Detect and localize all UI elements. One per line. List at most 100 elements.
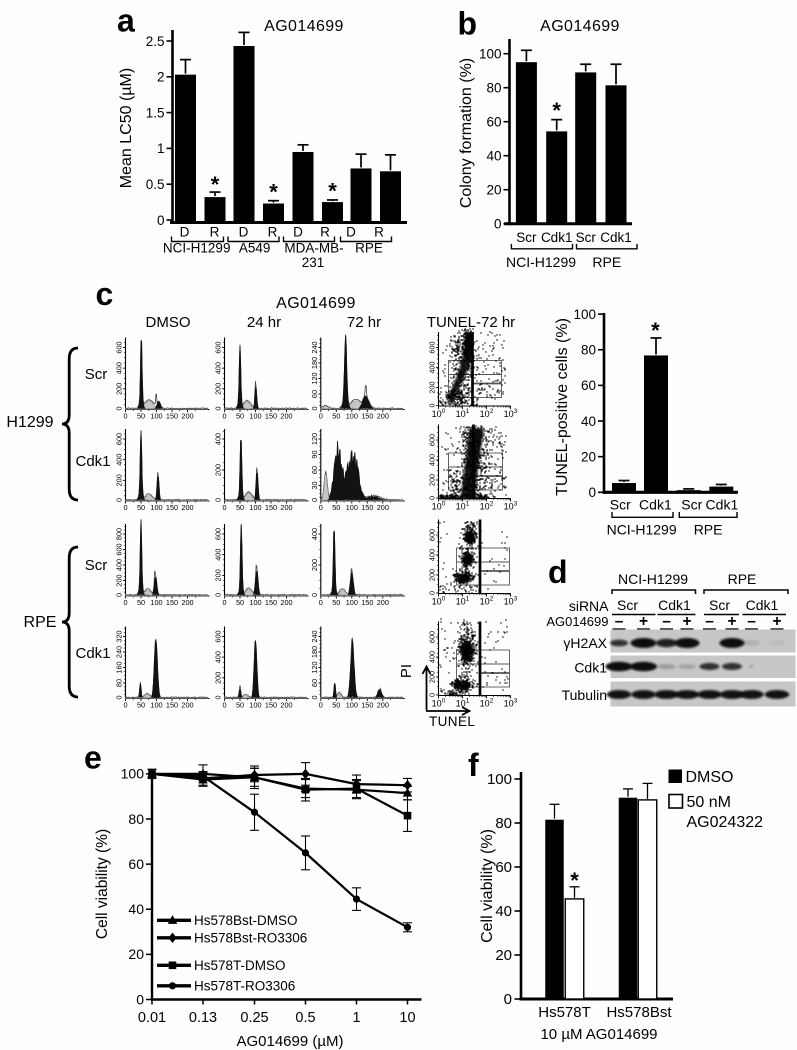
svg-text:60: 60 — [310, 390, 319, 398]
svg-text:100: 100 — [249, 701, 261, 710]
svg-text:–: – — [705, 613, 714, 630]
svg-text:50: 50 — [236, 598, 244, 607]
svg-text:50: 50 — [332, 412, 340, 421]
svg-text:RPE: RPE — [592, 254, 621, 270]
svg-text:100: 100 — [121, 766, 145, 782]
svg-text:400: 400 — [214, 651, 223, 663]
svg-text:200: 200 — [280, 412, 292, 421]
svg-text:*: * — [552, 98, 561, 123]
svg-text:*: * — [269, 180, 278, 205]
svg-text:400: 400 — [428, 454, 437, 466]
svg-text:102: 102 — [480, 408, 494, 419]
svg-text:Hs578Bst: Hs578Bst — [606, 1004, 672, 1021]
svg-text:150: 150 — [361, 503, 373, 512]
svg-text:Scr: Scr — [576, 230, 597, 245]
svg-text:AG024322: AG024322 — [687, 814, 764, 831]
svg-text:a: a — [117, 3, 135, 39]
svg-text:200: 200 — [115, 383, 124, 395]
svg-text:0.5: 0.5 — [295, 1010, 315, 1026]
svg-text:180: 180 — [310, 646, 319, 658]
svg-text:γH2AX: γH2AX — [563, 635, 607, 651]
svg-text:150: 150 — [166, 503, 178, 512]
svg-text:320: 320 — [115, 630, 124, 642]
svg-text:0: 0 — [115, 695, 124, 699]
svg-text:40: 40 — [486, 149, 501, 164]
svg-text:Hs578Bst-RO3306: Hs578Bst-RO3306 — [194, 931, 307, 946]
svg-text:160: 160 — [115, 661, 124, 673]
svg-text:0.13: 0.13 — [189, 1010, 217, 1026]
svg-text:NCI-H1299: NCI-H1299 — [618, 571, 688, 587]
svg-text:80: 80 — [128, 811, 144, 827]
svg-text:400: 400 — [428, 361, 437, 373]
svg-text:R: R — [268, 225, 278, 240]
svg-text:400: 400 — [115, 454, 124, 466]
svg-text:103: 103 — [504, 698, 518, 709]
svg-text:10: 10 — [399, 1010, 415, 1026]
svg-text:103: 103 — [504, 408, 518, 419]
svg-text:400: 400 — [428, 549, 437, 561]
svg-text:50: 50 — [236, 503, 244, 512]
svg-text:150: 150 — [166, 701, 178, 710]
svg-text:100: 100 — [573, 307, 596, 322]
svg-text:200: 200 — [214, 383, 223, 395]
svg-text:0: 0 — [123, 598, 127, 607]
svg-text:40: 40 — [128, 901, 144, 917]
svg-text:+: + — [727, 613, 736, 630]
svg-text:100: 100 — [487, 771, 512, 788]
svg-text:400: 400 — [115, 362, 124, 374]
svg-text:0: 0 — [428, 496, 437, 500]
svg-text:Cdk1: Cdk1 — [600, 230, 632, 245]
svg-text:600: 600 — [115, 433, 124, 445]
svg-text:Cdk1: Cdk1 — [746, 597, 779, 613]
svg-text:240: 240 — [115, 646, 124, 658]
svg-text:0: 0 — [214, 498, 223, 502]
svg-text:2: 2 — [157, 70, 165, 85]
svg-text:D: D — [180, 225, 190, 240]
svg-text:AG014699 (µM): AG014699 (µM) — [236, 1033, 343, 1050]
svg-text:600: 600 — [115, 341, 124, 353]
svg-text:0: 0 — [115, 593, 124, 597]
svg-text:0: 0 — [123, 701, 127, 710]
svg-text:200: 200 — [428, 671, 437, 683]
svg-text:TUNEL-positive cells (%): TUNEL-positive cells (%) — [554, 318, 571, 496]
svg-text:Colony formation (%): Colony formation (%) — [458, 58, 475, 208]
svg-text:–: – — [615, 613, 624, 630]
svg-text:80: 80 — [115, 679, 124, 687]
svg-text:NCI-H1299: NCI-H1299 — [506, 254, 576, 270]
svg-text:400: 400 — [310, 528, 319, 540]
svg-text:60: 60 — [128, 856, 144, 872]
svg-text:120: 120 — [310, 433, 319, 445]
svg-text:Scr: Scr — [516, 230, 537, 245]
svg-text:b: b — [458, 6, 478, 42]
svg-text:72 hr: 72 hr — [347, 314, 381, 331]
svg-text:80: 80 — [581, 343, 596, 358]
svg-text:60: 60 — [486, 115, 501, 130]
svg-text:AG014699: AG014699 — [540, 18, 620, 35]
svg-text:0: 0 — [428, 403, 437, 407]
svg-text:400: 400 — [214, 549, 223, 561]
svg-text:+: + — [682, 613, 691, 630]
svg-text:60: 60 — [495, 859, 512, 876]
svg-text:AG014699: AG014699 — [276, 295, 356, 312]
svg-text:1: 1 — [157, 141, 165, 156]
svg-text:200: 200 — [428, 569, 437, 581]
svg-text:200: 200 — [181, 503, 193, 512]
svg-text:200: 200 — [280, 701, 292, 710]
svg-text:Scr: Scr — [85, 557, 108, 574]
svg-text:400: 400 — [428, 651, 437, 663]
svg-text:Cdk1: Cdk1 — [574, 660, 607, 676]
svg-text:*: * — [651, 318, 660, 343]
svg-text:80: 80 — [495, 815, 512, 832]
svg-text:Hs578Bst-DMSO: Hs578Bst-DMSO — [194, 913, 298, 928]
svg-text:R: R — [374, 225, 384, 240]
svg-text:200: 200 — [115, 574, 124, 586]
svg-text:Hs578T-RO3306: Hs578T-RO3306 — [194, 979, 295, 994]
svg-text:100: 100 — [432, 698, 446, 709]
svg-text:600: 600 — [214, 341, 223, 353]
svg-text:*: * — [328, 179, 337, 204]
svg-text:Scr: Scr — [85, 366, 108, 383]
svg-text:100: 100 — [432, 408, 446, 419]
svg-text:PI: PI — [398, 664, 415, 678]
svg-text:600: 600 — [214, 528, 223, 540]
svg-text:100: 100 — [346, 701, 358, 710]
